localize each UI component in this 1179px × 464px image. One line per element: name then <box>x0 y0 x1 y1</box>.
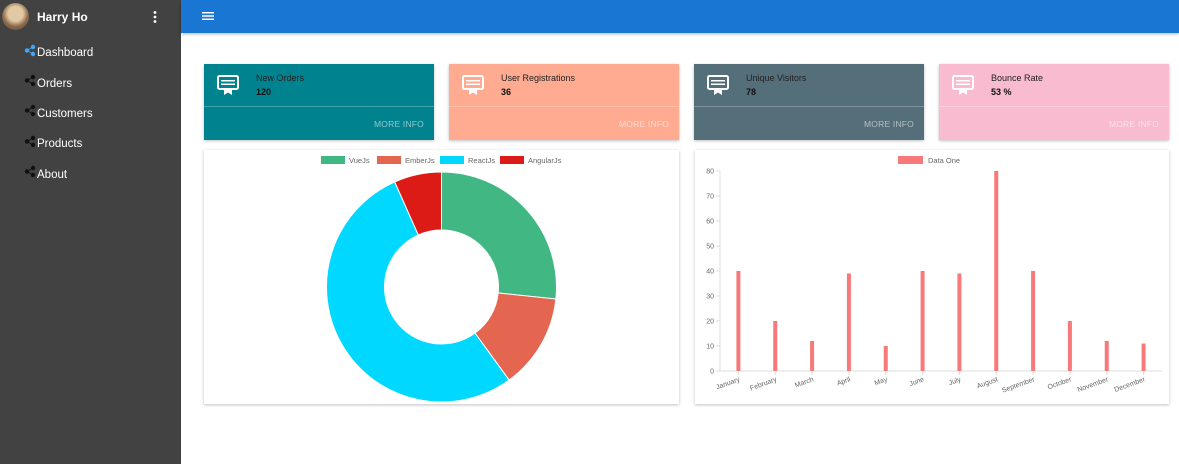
legend-swatch[interactable] <box>321 156 345 164</box>
avatar[interactable] <box>2 3 29 30</box>
doughnut-slice-vuejs[interactable] <box>441 171 557 300</box>
card-value: 53 % <box>991 87 1012 97</box>
sidebar-item-label: About <box>37 168 68 181</box>
card-title: Bounce Rate <box>991 73 1044 83</box>
bar-chart: Data One 0 10 20 30 40 50 60 70 80 January February… <box>706 156 1162 395</box>
x-tick-label: January <box>715 376 741 391</box>
legend-swatch[interactable] <box>377 156 401 164</box>
bar-april[interactable] <box>846 273 851 372</box>
share-icon <box>24 74 36 87</box>
bar-january[interactable] <box>736 271 741 371</box>
legend-swatch[interactable] <box>898 156 923 164</box>
bar-october[interactable] <box>1067 321 1072 371</box>
bar-may[interactable] <box>883 346 888 371</box>
card-value: 78 <box>746 87 757 97</box>
badge-icon <box>707 75 729 95</box>
y-tick-label: 50 <box>706 244 714 251</box>
stat-card-new-orders: New Orders 120 MORE INFO <box>204 64 434 140</box>
card-value: 120 <box>256 87 272 97</box>
sidebar-item-products[interactable]: Products <box>0 129 181 159</box>
y-tick-label: 40 <box>706 269 714 276</box>
badge-icon <box>462 75 484 95</box>
card-divider <box>204 106 434 107</box>
stat-card-unique-visitors: Unique Visitors 78 MORE INFO <box>694 64 924 140</box>
bar-august[interactable] <box>994 171 999 371</box>
legend-swatch[interactable] <box>440 156 464 164</box>
bar-november[interactable] <box>1104 341 1109 371</box>
y-tick-label: 80 <box>706 169 714 176</box>
sidebar-item-customers[interactable]: Customers <box>0 99 181 129</box>
doughnut-slice-angularjs[interactable] <box>394 171 442 236</box>
bar-february[interactable] <box>773 321 778 371</box>
y-tick-label: 60 <box>706 219 714 226</box>
badge-icon <box>952 75 974 95</box>
legend-label[interactable]: Data One <box>928 156 960 165</box>
legend-swatch[interactable] <box>500 156 524 164</box>
nav-list: Dashboard Orders Customers Products Abou… <box>0 38 181 190</box>
sidebar-item-about[interactable]: About <box>0 160 181 190</box>
sidebar-item-label: Products <box>37 138 83 151</box>
y-tick-label: 20 <box>706 319 714 326</box>
share-icon <box>24 135 36 148</box>
app-bar <box>181 0 1179 33</box>
y-tick-label: 0 <box>710 369 714 376</box>
share-icon <box>24 105 36 117</box>
x-tick-label: December <box>1114 376 1147 394</box>
sidebar-item-label: Customers <box>37 107 93 120</box>
share-icon <box>24 44 36 56</box>
card-divider <box>694 106 924 107</box>
doughnut-chart-panel: VueJs EmberJs ReactJs AngularJs <box>204 150 679 404</box>
bar-march[interactable] <box>810 341 815 371</box>
x-tick-label: July <box>948 376 963 387</box>
x-tick-label: March <box>794 376 815 389</box>
bar-july[interactable] <box>957 273 962 372</box>
bar-december[interactable] <box>1141 343 1146 372</box>
bar-june[interactable] <box>920 271 925 371</box>
sidebar-item-label: Orders <box>37 77 73 90</box>
user-name: Harry Ho <box>37 9 88 24</box>
sidebar-item-dashboard[interactable]: Dashboard <box>0 38 181 68</box>
x-tick-label: August <box>976 376 999 390</box>
sidebar-item-orders[interactable]: Orders <box>0 68 181 98</box>
x-tick-label: November <box>1077 376 1110 394</box>
more-info-button[interactable]: MORE INFO <box>864 119 914 129</box>
card-title: Unique Visitors <box>746 73 807 83</box>
x-tick-label: June <box>909 376 926 388</box>
more-info-button[interactable]: MORE INFO <box>1109 119 1159 129</box>
card-title: User Registrations <box>501 73 576 83</box>
x-tick-label: April <box>836 376 852 388</box>
y-tick-label: 70 <box>706 194 714 201</box>
stat-card-user-registrations: User Registrations 36 MORE INFO <box>449 64 679 140</box>
bar-chart-panel: Data One 0 10 20 30 40 50 60 70 80 January February… <box>695 150 1169 404</box>
sidebar-header: Harry Ho <box>0 0 181 33</box>
x-tick-label: October <box>1047 376 1073 391</box>
doughnut-slice-reactjs[interactable] <box>326 181 510 403</box>
legend-label[interactable]: VueJs <box>349 156 370 165</box>
card-divider <box>449 106 679 107</box>
more-info-button[interactable]: MORE INFO <box>619 119 669 129</box>
share-icon <box>24 166 36 178</box>
x-tick-label: February <box>749 376 778 392</box>
x-tick-label: May <box>874 376 889 387</box>
doughnut-chart: VueJs EmberJs ReactJs AngularJs <box>321 156 562 403</box>
x-tick-label: September <box>1001 376 1036 395</box>
legend-label[interactable]: AngularJs <box>528 156 562 165</box>
badge-icon <box>217 75 239 95</box>
menu-icon[interactable] <box>201 9 215 23</box>
more-vert-icon[interactable] <box>145 7 165 27</box>
stat-card-bounce-rate: Bounce Rate 53 % MORE INFO <box>939 64 1169 140</box>
sidebar-item-label: Dashboard <box>37 47 94 60</box>
legend-label[interactable]: ReactJs <box>468 156 495 165</box>
card-divider <box>939 106 1169 107</box>
y-tick-label: 10 <box>706 344 714 351</box>
legend-label[interactable]: EmberJs <box>405 156 435 165</box>
card-value: 36 <box>501 87 512 97</box>
bar-september[interactable] <box>1031 271 1036 371</box>
card-title: New Orders <box>256 73 305 83</box>
y-tick-label: 30 <box>706 294 714 301</box>
more-info-button[interactable]: MORE INFO <box>374 119 424 129</box>
sidebar: Harry Ho Dashboard Orders Customers Prod… <box>0 0 181 464</box>
